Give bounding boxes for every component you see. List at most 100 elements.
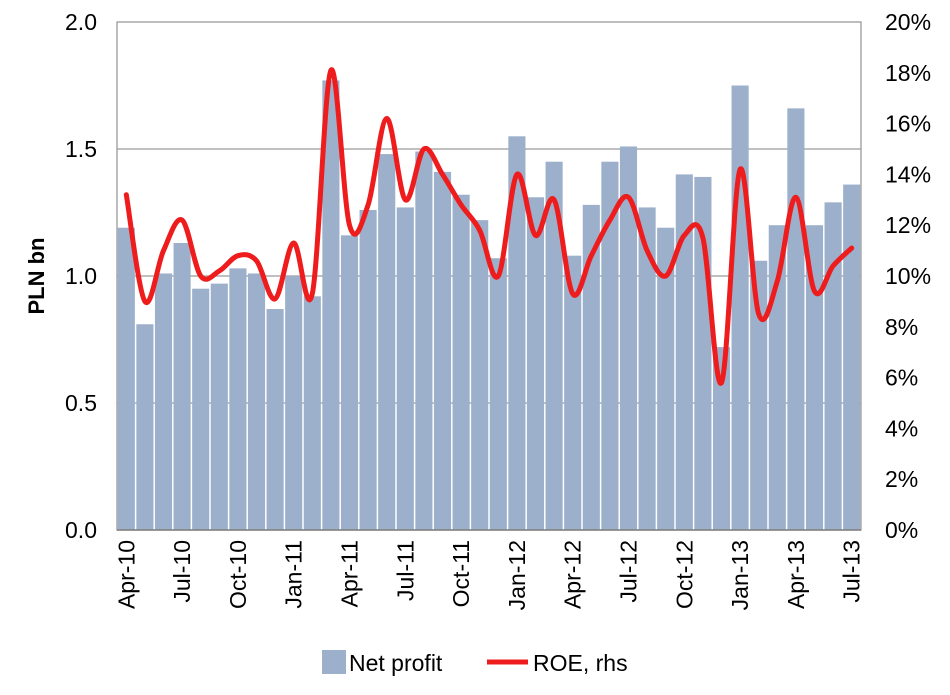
bar-net-profit <box>675 174 693 530</box>
roe-line-layer <box>123 67 855 386</box>
roe-point <box>293 242 294 243</box>
y2-tick-label: 18% <box>885 60 931 86</box>
bar-net-profit <box>619 146 638 530</box>
net-profit-bars <box>117 80 861 531</box>
legend: Net profit ROE, rhs <box>322 650 628 676</box>
roe-point <box>498 276 499 277</box>
bar-net-profit <box>266 309 284 530</box>
bar-net-profit <box>601 161 619 530</box>
bar-net-profit <box>396 207 414 531</box>
y2-tick-label: 4% <box>885 415 918 441</box>
x-tick-label: Jul-10 <box>169 540 195 603</box>
roe-point <box>684 235 685 236</box>
plot-frame <box>116 21 862 531</box>
bar-net-profit <box>657 227 675 531</box>
roe-point <box>312 293 313 294</box>
y2-tick-label: 20% <box>885 9 931 35</box>
x-tick-label: Jan-12 <box>504 540 530 610</box>
roe-point <box>572 293 573 294</box>
roe-point <box>851 248 852 249</box>
bar-net-profit <box>843 184 861 530</box>
bar-net-profit <box>303 296 321 530</box>
roe-point <box>647 250 648 251</box>
roe-point <box>609 220 610 221</box>
roe-point <box>479 230 480 231</box>
bar-net-profit <box>508 136 526 531</box>
y-tick-label: 0.0 <box>65 517 97 543</box>
x-tick-label: Jan-11 <box>281 540 307 609</box>
roe-point <box>721 382 722 383</box>
x-tick-label: Jul-13 <box>839 540 865 603</box>
roe-point <box>386 118 387 119</box>
roe-point <box>219 270 220 271</box>
legend-label-net-profit: Net profit <box>349 650 443 676</box>
roe-point <box>628 197 629 198</box>
x-tick-label: Oct-11 <box>448 540 474 607</box>
roe-point <box>795 197 796 198</box>
bar-net-profit <box>750 260 768 530</box>
roe-point <box>126 194 127 195</box>
bar-net-profit <box>136 324 154 530</box>
bar-net-profit <box>210 283 228 530</box>
bar-net-profit <box>340 235 359 531</box>
bar-net-profit <box>247 273 266 530</box>
roe-point <box>740 169 741 170</box>
roe-line <box>123 67 855 386</box>
x-tick-label: Jul-12 <box>616 540 642 603</box>
right-y-axis: 0% 2% 4% 6% 8% 10% 12% 14% 16% 18% 20% <box>885 9 931 543</box>
y2-tick-label: 6% <box>885 365 918 391</box>
roe-point <box>554 199 555 200</box>
x-tick-label: Jul-11 <box>392 540 418 601</box>
left-y-axis: 0.0 0.5 1.0 1.5 2.0 <box>65 9 97 543</box>
y-tick-label: 0.5 <box>65 390 97 416</box>
x-tick-label: Oct-12 <box>671 540 697 609</box>
x-axis: Apr-10 Jul-10 Oct-10 Jan-11 Apr-11 Jul-11 Oct-… <box>113 540 864 610</box>
x-tick-label: Apr-10 <box>113 540 139 609</box>
y2-tick-label: 16% <box>885 111 931 137</box>
y-axis-title: PLN bn <box>24 238 49 315</box>
bar-net-profit <box>824 202 842 530</box>
bar-net-profit <box>154 273 173 530</box>
roe-point <box>777 281 778 282</box>
roe-point <box>237 255 238 256</box>
bar-net-profit <box>285 276 303 530</box>
bar-net-profit <box>489 258 507 530</box>
roe-point <box>200 276 201 277</box>
x-tick-label: Apr-12 <box>560 540 586 609</box>
bar-net-profit <box>415 151 433 531</box>
x-tick-label: Apr-11 <box>337 540 363 607</box>
bar-net-profit <box>545 161 563 530</box>
roe-point <box>144 301 145 302</box>
bar-net-profit <box>564 255 582 530</box>
roe-point <box>814 291 815 292</box>
bar-net-profit <box>805 225 824 530</box>
bar-net-profit <box>712 347 731 530</box>
y2-tick-label: 14% <box>885 161 931 187</box>
bar-net-profit <box>322 80 340 531</box>
y2-tick-label: 8% <box>885 314 918 340</box>
bar-net-profit <box>173 242 191 531</box>
roe-point <box>405 199 406 200</box>
roe-point <box>349 225 350 226</box>
roe-point <box>368 204 369 205</box>
roe-point <box>516 174 517 175</box>
y2-tick-label: 10% <box>885 263 931 289</box>
roe-point <box>182 220 183 221</box>
bar-net-profit <box>638 207 656 531</box>
bar-net-profit <box>582 204 600 530</box>
y2-tick-label: 2% <box>885 466 918 492</box>
roe-point <box>665 276 666 277</box>
bar-net-profit <box>787 108 805 531</box>
bar-net-profit <box>192 288 210 530</box>
bar-net-profit <box>359 209 377 530</box>
y-tick-label: 1.0 <box>65 263 97 289</box>
x-tick-label: Jan-13 <box>727 540 753 610</box>
y2-tick-label: 12% <box>885 212 931 238</box>
legend-label-roe: ROE, rhs <box>533 650 628 676</box>
x-tick-label: Apr-13 <box>783 540 809 609</box>
bar-net-profit <box>526 197 545 530</box>
roe-point <box>758 314 759 315</box>
roe-point <box>163 250 164 251</box>
y2-tick-label: 0% <box>885 517 918 543</box>
